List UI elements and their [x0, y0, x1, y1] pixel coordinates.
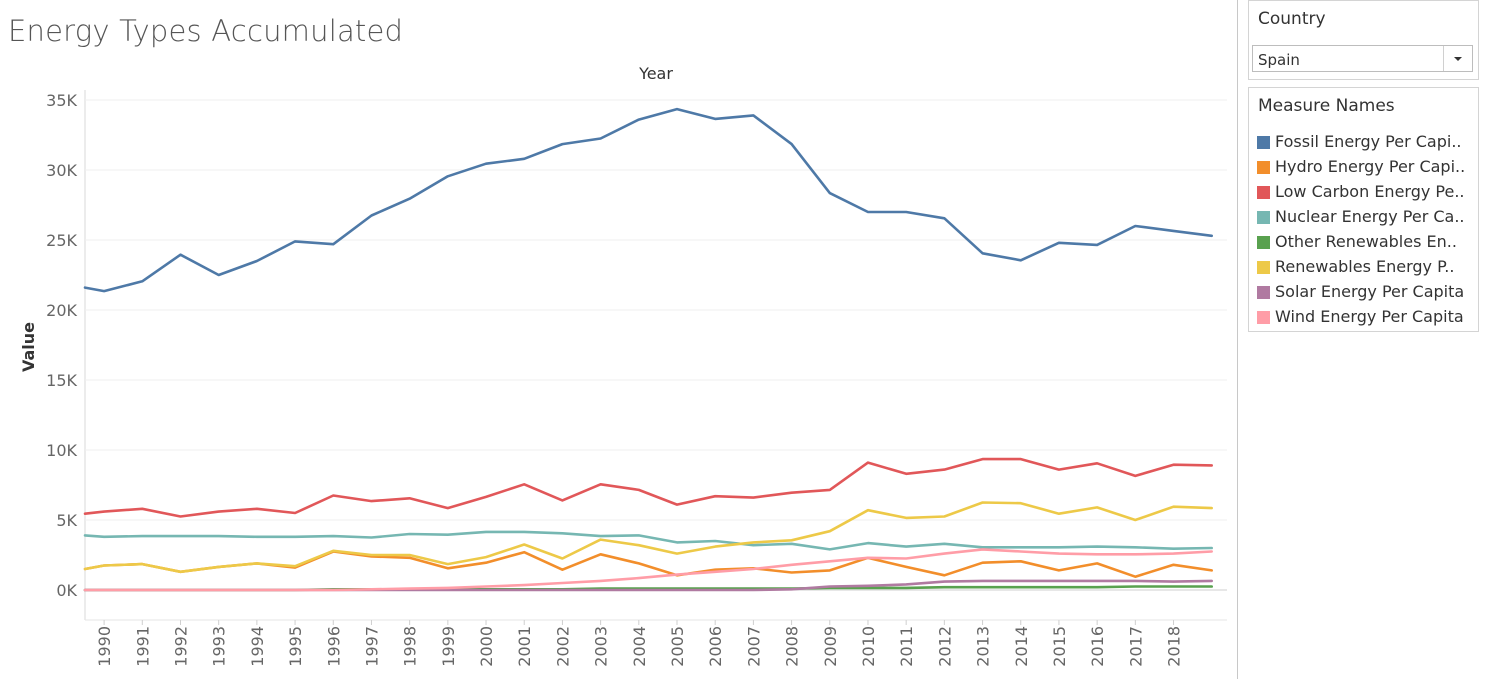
series-line-4 [83, 530, 1213, 551]
x-tick-label: 1991 [133, 626, 152, 667]
x-tick-label: 2013 [974, 626, 993, 667]
legend-item[interactable]: Fossil Energy Per Capi.. [1249, 132, 1478, 157]
legend-swatch [1257, 211, 1270, 224]
y-tick-label: 25K [46, 231, 77, 250]
series-line-8 [83, 548, 1213, 592]
x-tick-label: 2000 [477, 626, 496, 667]
x-tick-label: 1997 [362, 626, 381, 667]
x-tick-label: 1996 [324, 626, 343, 667]
legend-label: Other Renewables En.. [1275, 232, 1457, 251]
series-lines [83, 107, 1213, 592]
y-axis-title: Value [19, 322, 38, 372]
legend-list: Fossil Energy Per Capi.. Hydro Energy Per… [1249, 132, 1478, 332]
legend-label: Solar Energy Per Capita [1275, 282, 1465, 301]
chevron-down-icon [1454, 57, 1462, 61]
grid-lines [84, 90, 1227, 621]
legend-card: Measure Names Fossil Energy Per Capi.. Hy… [1248, 87, 1479, 332]
x-axis-ticks: 1990 1991 1992 1993 1994 1995 1996 1997 1998 1999… [95, 620, 1184, 667]
x-tick-label: 1992 [171, 626, 190, 667]
x-tick-label: 1994 [248, 626, 267, 667]
x-tick-label: 2016 [1088, 626, 1107, 667]
x-axis-title: Year [638, 64, 673, 83]
legend-item[interactable]: Nuclear Energy Per Ca.. [1249, 207, 1478, 232]
legend-item[interactable]: Low Carbon Energy Pe.. [1249, 182, 1478, 207]
page-title: Energy Types Accumulated [8, 14, 404, 48]
x-tick-label: 2006 [706, 626, 725, 667]
x-tick-label: 2011 [897, 626, 916, 667]
x-tick-label: 2002 [553, 626, 572, 667]
legend-item[interactable]: Wind Energy Per Capita [1249, 307, 1478, 332]
country-select-value: Spain [1258, 51, 1300, 69]
x-tick-label: 2004 [630, 626, 649, 667]
series-line-6 [83, 501, 1213, 574]
x-tick-label: 2010 [859, 626, 878, 667]
x-tick-label: 2018 [1165, 626, 1184, 667]
y-tick-label: 0K [56, 581, 77, 600]
y-axis-ticks: 0K 5K 10K 15K 20K 25K 30K 35K [46, 91, 77, 600]
x-tick-label: 2008 [783, 626, 802, 667]
x-tick-label: 1993 [210, 626, 229, 667]
series-line-1 [83, 107, 1213, 293]
y-tick-label: 35K [46, 91, 77, 110]
y-tick-label: 20K [46, 301, 77, 320]
x-tick-label: 2014 [1012, 626, 1031, 667]
country-select[interactable]: Spain [1252, 45, 1473, 72]
x-tick-label: 1998 [401, 626, 420, 667]
x-tick-label: 1990 [95, 626, 114, 667]
y-tick-label: 15K [46, 371, 77, 390]
x-tick-label: 2005 [668, 626, 687, 667]
legend-label: Wind Energy Per Capita [1275, 307, 1464, 326]
legend-swatch [1257, 186, 1270, 199]
x-tick-label: 2007 [744, 626, 763, 667]
legend-swatch [1257, 261, 1270, 274]
legend-title: Measure Names [1258, 96, 1395, 116]
y-tick-label: 10K [46, 441, 77, 460]
legend-swatch [1257, 236, 1270, 249]
x-tick-label: 2012 [935, 626, 954, 667]
legend-label: Renewables Energy P.. [1275, 257, 1455, 276]
legend-swatch [1257, 161, 1270, 174]
legend-swatch [1257, 286, 1270, 299]
legend-item[interactable]: Other Renewables En.. [1249, 232, 1478, 257]
legend-swatch [1257, 311, 1270, 324]
legend-swatch [1257, 136, 1270, 149]
country-filter: Country Spain [1248, 0, 1479, 80]
x-tick-label: 2015 [1050, 626, 1069, 667]
y-tick-label: 5K [56, 511, 77, 530]
x-tick-label: 2001 [515, 626, 534, 667]
legend-label: Hydro Energy Per Capi.. [1275, 157, 1466, 176]
series-line-3 [83, 457, 1213, 518]
legend-label: Fossil Energy Per Capi.. [1275, 132, 1462, 151]
legend-item[interactable]: Hydro Energy Per Capi.. [1249, 157, 1478, 182]
x-tick-label: 2017 [1126, 626, 1145, 667]
legend-label: Nuclear Energy Per Ca.. [1275, 207, 1465, 226]
x-tick-label: 1995 [286, 626, 305, 667]
legend-item[interactable]: Solar Energy Per Capita [1249, 282, 1478, 307]
x-tick-label: 2003 [592, 626, 611, 667]
country-filter-title: Country [1258, 9, 1326, 29]
side-panel: Country Spain Measure Names Fossil Energ… [1237, 0, 1487, 679]
x-tick-label: 2009 [821, 626, 840, 667]
legend-item[interactable]: Renewables Energy P.. [1249, 257, 1478, 282]
y-tick-label: 30K [46, 161, 77, 180]
x-tick-label: 1999 [439, 626, 458, 667]
dropdown-button[interactable] [1443, 46, 1472, 71]
legend-label: Low Carbon Energy Pe.. [1275, 182, 1465, 201]
